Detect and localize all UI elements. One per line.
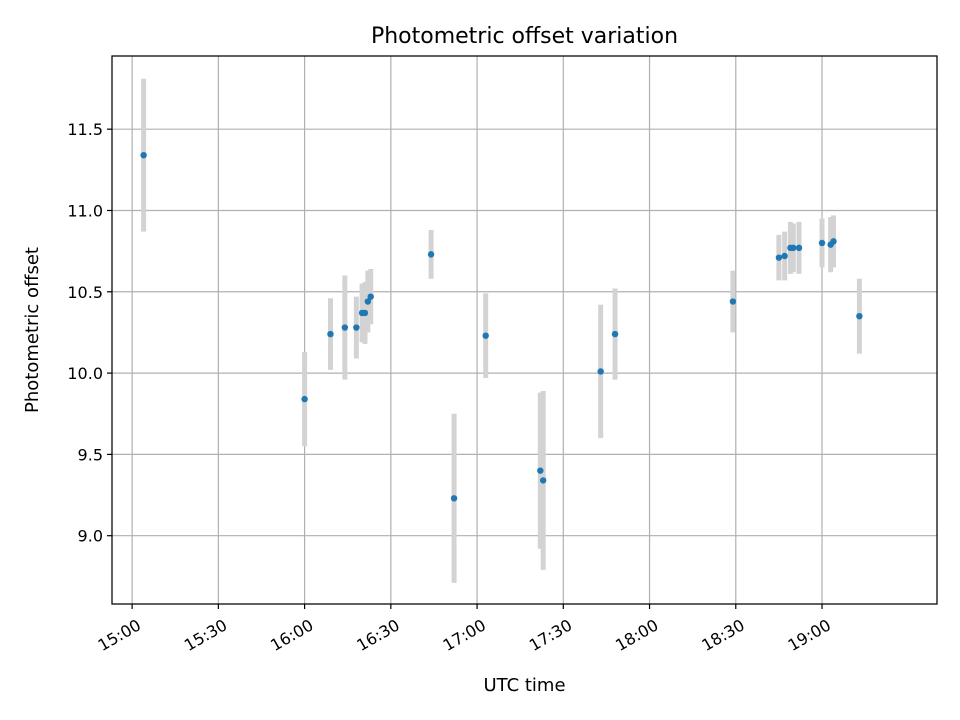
- plot-frame: [111, 55, 938, 605]
- data-point: [364, 298, 372, 305]
- data-point: [775, 254, 783, 261]
- data-point: [611, 330, 619, 338]
- data-point: [367, 293, 374, 300]
- data-point: [790, 244, 797, 252]
- data-point: [450, 495, 458, 502]
- chart-title: Photometric offset variation: [371, 24, 678, 49]
- y-axis-label: Photometric offset: [22, 247, 43, 413]
- data-point: [327, 330, 334, 338]
- data-points: [140, 151, 863, 502]
- y-tick-label: 10.0: [67, 364, 103, 383]
- y-axis: 9.0 9.5 10.0 10.5 11.0 11.5: [67, 120, 112, 546]
- data-point: [830, 238, 837, 245]
- grid: [112, 56, 937, 604]
- y-tick-label: 9.0: [78, 527, 103, 546]
- data-point: [361, 309, 369, 317]
- y-tick-label: 10.5: [67, 283, 103, 302]
- data-point: [597, 368, 604, 375]
- data-point: [482, 332, 489, 339]
- y-tick-label: 11.5: [67, 120, 103, 139]
- data-point: [795, 244, 803, 252]
- data-point: [353, 324, 360, 331]
- y-tick-label: 11.0: [67, 201, 103, 220]
- data-point: [781, 252, 788, 260]
- data-point: [818, 239, 826, 247]
- data-point: [341, 324, 349, 331]
- y-tick-label: 9.5: [78, 445, 103, 464]
- data-point: [856, 312, 863, 320]
- x-axis-label: UTC time: [483, 675, 565, 696]
- data-point: [427, 251, 435, 258]
- data-point: [729, 298, 737, 305]
- data-point: [140, 151, 147, 159]
- data-point: [539, 477, 547, 484]
- data-point: [537, 467, 544, 474]
- data-point: [301, 395, 308, 403]
